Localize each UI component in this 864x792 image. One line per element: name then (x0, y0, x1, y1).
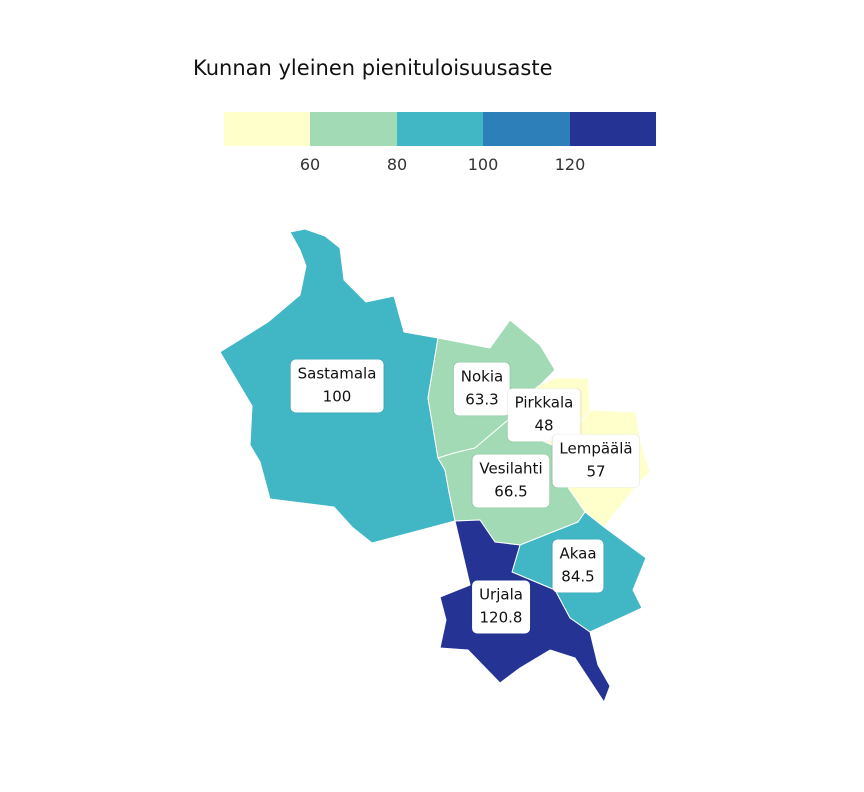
color-scale-segment (396, 112, 484, 146)
region-name: Pirkkala (514, 393, 574, 412)
region-name: Nokia (460, 367, 504, 386)
region-value: 66.5 (494, 482, 528, 501)
region-value: 57 (586, 462, 606, 481)
scale-tick-label: 80 (386, 155, 408, 174)
color-scale-segment (483, 112, 570, 146)
region-label-sastamala: Sastamala 100 (290, 359, 384, 413)
color-scale-segment (224, 112, 311, 146)
color-scale-bar (224, 112, 657, 146)
region-value: 63.3 (465, 390, 499, 409)
region-label-vesilahti: Vesilahti 66.5 (472, 454, 550, 508)
region-name: Sastamala (297, 364, 377, 383)
region-name: Vesilahti (479, 459, 543, 478)
scale-tick-label: 100 (467, 155, 499, 174)
region-value: 48 (534, 416, 554, 435)
color-scale-segment (310, 112, 397, 146)
region-value: 84.5 (561, 567, 595, 586)
scale-tick-label: 60 (299, 155, 321, 174)
region-name: Lempäälä (559, 439, 633, 458)
region-value: 100 (322, 387, 352, 406)
region-name: Urjala (479, 585, 523, 604)
region-label-nokia: Nokia 63.3 (453, 362, 511, 416)
color-scale-segment (569, 112, 657, 146)
scale-tick-label: 120 (554, 155, 586, 174)
region-label-pirkkala: Pirkkala 48 (507, 388, 581, 442)
region-label-urjala: Urjala 120.8 (472, 580, 530, 634)
legend-title: Kunnan yleinen pienituloisuusaste (193, 56, 553, 80)
region-value: 120.8 (479, 608, 523, 627)
region-name: Akaa (559, 544, 597, 563)
region-label-lempaala: Lempäälä 57 (552, 434, 640, 488)
region-label-akaa: Akaa 84.5 (552, 539, 604, 593)
